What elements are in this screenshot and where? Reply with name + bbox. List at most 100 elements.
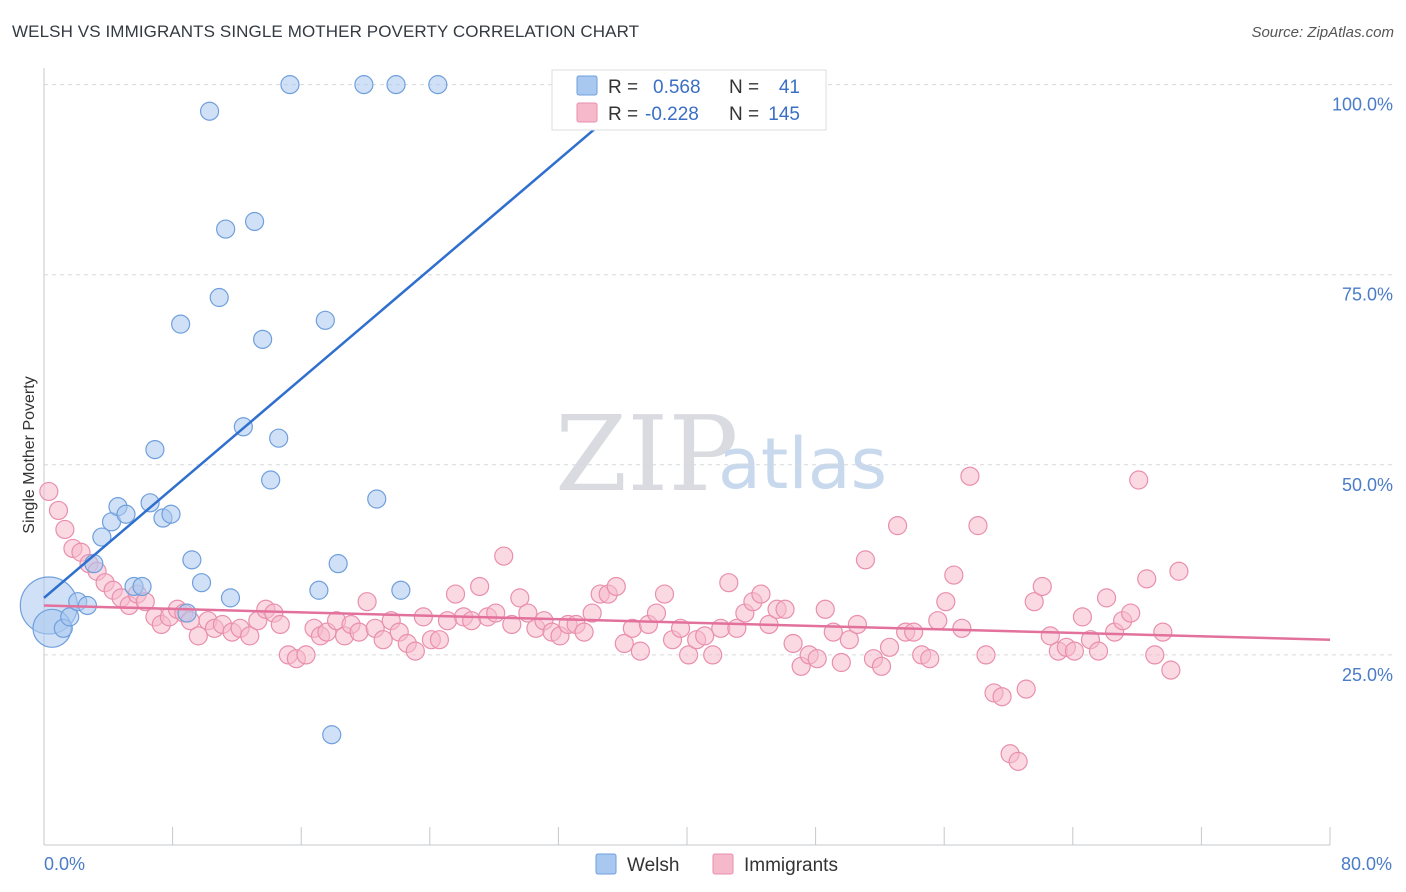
legend-welsh-n-value: 41: [779, 77, 800, 98]
y-tick-labels: 25.0% 50.0% 75.0% 100.0%: [1332, 95, 1393, 685]
immigrants-point-50: [437, 611, 458, 631]
welsh-point-26: [244, 211, 265, 232]
welsh-trend-line: [43, 83, 648, 599]
immigrants-point-96: [807, 649, 827, 669]
immigrants-points: [39, 466, 1189, 771]
welsh-point-19: [182, 550, 202, 570]
immigrants-point-138: [1145, 645, 1165, 665]
source-label: Source: ZipAtlas.com: [1251, 24, 1394, 41]
welsh-point-37: [386, 75, 406, 95]
immigrants-point-97: [815, 599, 835, 619]
welsh-point-35: [354, 75, 374, 95]
immigrants-point-113: [944, 565, 964, 585]
immigrants-point-140: [1161, 660, 1181, 680]
immigrants-point-53: [461, 611, 482, 631]
welsh-point-10: [116, 504, 136, 524]
welsh-point-39: [428, 75, 448, 95]
immigrants-point-136: [1129, 470, 1149, 490]
welsh-point-36: [367, 489, 387, 509]
welsh-point-30: [280, 75, 300, 95]
legend-welsh-r-label: R =: [608, 77, 638, 98]
immigrants-point-42: [373, 630, 393, 650]
legend-imm-n-value: 145: [768, 104, 800, 125]
welsh-point-33: [322, 725, 342, 745]
legend-box: [551, 69, 827, 131]
immigrants-point-124: [1032, 576, 1052, 597]
immigrants-point-115: [960, 466, 980, 486]
welsh-point-34: [328, 554, 348, 574]
welsh-point-3: [60, 607, 80, 627]
immigrants-point-39: [349, 622, 369, 642]
legend-imm-r-label: R =: [608, 104, 638, 125]
welsh-point-31: [309, 580, 329, 600]
watermark-atlas: atlas: [718, 423, 887, 505]
immigrants-point-112: [936, 592, 956, 612]
legend-imm-n-label: N =: [729, 104, 759, 125]
y-tick-75: 75.0%: [1342, 285, 1393, 305]
grid: [44, 84, 1392, 656]
immigrants-point-89: [751, 584, 771, 604]
immigrants-point-99: [831, 652, 851, 673]
immigrants-point-74: [630, 641, 650, 661]
immigrants-point-92: [775, 599, 795, 619]
immigrants-point-111: [928, 611, 948, 631]
welsh-point-29: [269, 428, 289, 448]
welsh-point-22: [209, 287, 229, 308]
immigrants-point-1: [48, 500, 69, 521]
welsh-point-20: [191, 573, 212, 593]
welsh-point-12: [132, 576, 152, 597]
welsh-point-21: [199, 101, 220, 121]
immigrants-point-49: [429, 630, 450, 650]
bottom-legend-immigrants: Immigrants: [744, 855, 838, 876]
immigrants-point-57: [494, 546, 514, 566]
immigrants-point-128: [1064, 641, 1085, 661]
trend-lines: [43, 83, 1331, 641]
immigrants-point-72: [614, 633, 634, 654]
x-tick-max: 80.0%: [1341, 854, 1392, 874]
immigrants-point-19: [188, 626, 208, 646]
welsh-point-6: [84, 554, 104, 574]
immigrants-point-79: [670, 618, 691, 638]
immigrants-point-117: [976, 645, 996, 665]
welsh-points: [19, 75, 641, 745]
immigrants-point-114: [952, 618, 972, 638]
welsh-point-7: [92, 527, 112, 547]
welsh-point-18: [177, 603, 197, 623]
immigrants-point-131: [1088, 641, 1109, 661]
immigrants-point-93: [783, 633, 803, 654]
axes: [43, 68, 1331, 846]
immigrants-point-110: [920, 649, 940, 669]
immigrants-trend-line: [43, 604, 1331, 641]
correlation-legend: R = 0.568 N = 41 R = -0.228 N = 145: [551, 69, 827, 131]
immigrants-point-121: [1008, 751, 1028, 771]
watermark: ZIP atlas: [555, 393, 887, 515]
welsh-point-24: [220, 588, 241, 608]
immigrants-point-83: [703, 645, 723, 665]
y-tick-100: 100.0%: [1332, 95, 1393, 115]
immigrants-point-100: [839, 630, 859, 650]
bottom-legend-welsh: Welsh: [627, 855, 679, 876]
y-tick-50: 50.0%: [1342, 475, 1393, 495]
immigrants-point-76: [646, 603, 667, 623]
welsh-point-16: [161, 504, 181, 524]
immigrants-point-135: [1121, 603, 1141, 623]
immigrants-point-116: [968, 516, 988, 536]
immigrants-point-68: [582, 603, 602, 623]
bottom-legend-swatch-immigrants: [712, 853, 734, 875]
immigrants-point-80: [679, 645, 699, 665]
immigrants-point-46: [405, 641, 425, 661]
chart-title: WELSH VS IMMIGRANTS SINGLE MOTHER POVERT…: [12, 22, 640, 41]
immigrants-point-59: [510, 588, 530, 608]
immigrants-point-51: [445, 584, 466, 604]
legend-welsh-r-value: 0.568: [653, 77, 701, 98]
welsh-point-28: [261, 470, 281, 490]
y-axis-label: Single Mother Poverty: [21, 376, 38, 533]
immigrants-point-101: [847, 614, 867, 635]
watermark-zip: ZIP: [555, 393, 738, 515]
immigrants-point-56: [486, 603, 506, 623]
legend-welsh-n-label: N =: [729, 77, 759, 98]
x-tick-labels: 0.0% 80.0%: [44, 854, 1392, 874]
welsh-point-23: [216, 219, 236, 239]
immigrants-point-2: [55, 519, 75, 540]
